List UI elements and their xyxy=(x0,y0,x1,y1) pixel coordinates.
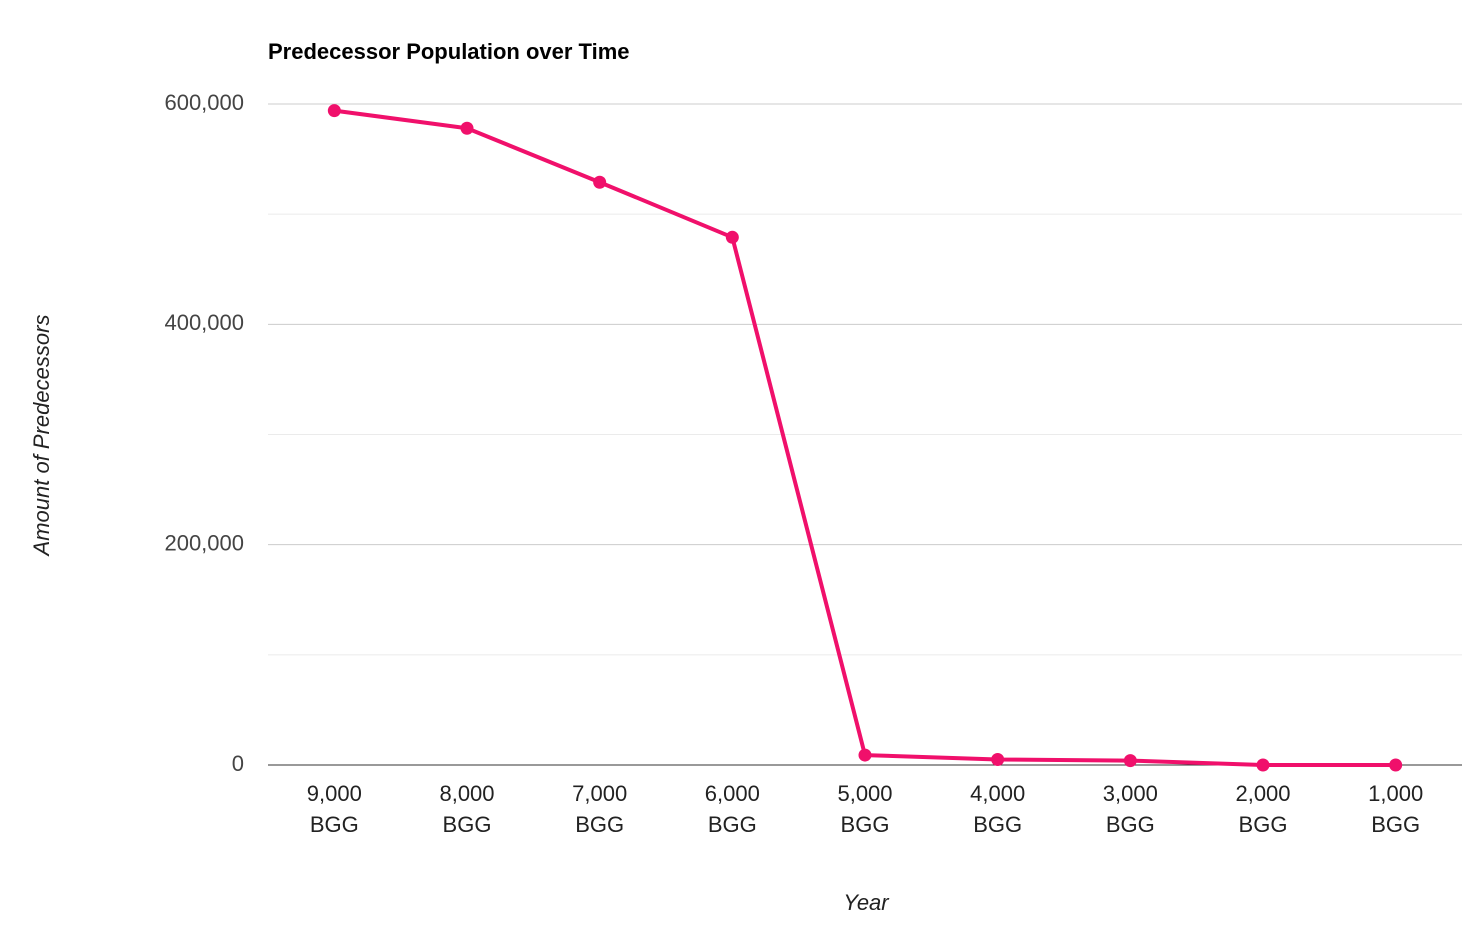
y-tick-label: 0 xyxy=(232,751,244,776)
point xyxy=(593,175,607,189)
point xyxy=(725,230,739,244)
x-tick-label: 6,000 BGG xyxy=(704,781,760,837)
point xyxy=(991,752,1005,766)
x-tick-label: 5,000 BGG xyxy=(837,781,893,837)
point xyxy=(460,121,474,135)
line xyxy=(334,108,1396,767)
y-tick-label: 400,000 xyxy=(164,310,244,335)
point xyxy=(858,748,872,762)
point xyxy=(327,104,341,118)
chart-title: Predecessor Population over Time xyxy=(268,39,630,64)
y-tick-label: 600,000 xyxy=(164,90,244,115)
point xyxy=(1123,754,1137,768)
x-tick-label: 1,000 BGG xyxy=(1368,781,1424,837)
x-axis-label: Year xyxy=(843,890,890,915)
y-axis-label: Amount of Predecessors xyxy=(29,315,54,558)
x-tick-label: 4,000 BGG xyxy=(970,781,1026,837)
x-tick-label: 2,000 BGG xyxy=(1235,781,1291,837)
x-tick-label: 9,000 BGG xyxy=(306,781,362,837)
y-tick-label: 200,000 xyxy=(164,530,244,555)
x-tick-label: 8,000 BGG xyxy=(439,781,495,837)
x-tick-label: 3,000 BGG xyxy=(1102,781,1158,837)
point xyxy=(1256,758,1270,772)
x-tick-label: 7,000 BGG xyxy=(572,781,628,837)
point xyxy=(1389,758,1403,772)
